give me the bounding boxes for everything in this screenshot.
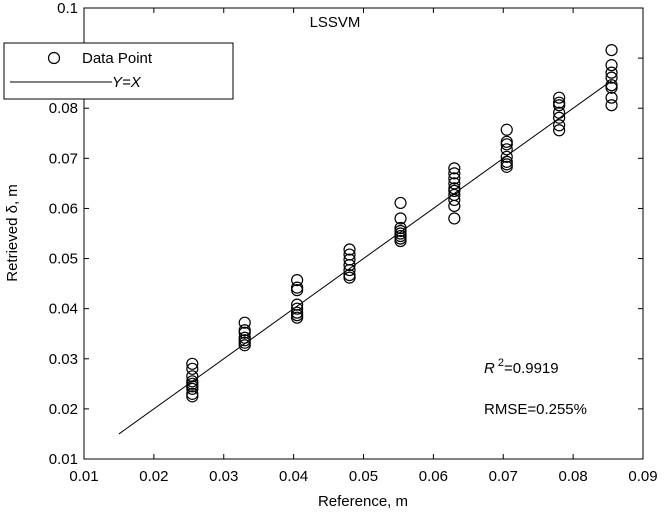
data-points bbox=[186, 43, 618, 403]
r2-symbol: R bbox=[484, 360, 495, 377]
data-point bbox=[343, 263, 356, 277]
data-point bbox=[448, 167, 461, 180]
y-tick-label: 0.04 bbox=[49, 301, 78, 318]
data-point bbox=[238, 326, 251, 339]
data-point bbox=[186, 362, 199, 375]
y-tick-label: 0.03 bbox=[49, 351, 78, 368]
data-point bbox=[553, 106, 566, 119]
data-point bbox=[605, 59, 618, 72]
y-tick-label: 0.08 bbox=[49, 100, 78, 117]
data-point bbox=[448, 172, 461, 185]
x-tick-label: 0.09 bbox=[628, 468, 657, 485]
y-tick-label: 0.05 bbox=[49, 251, 78, 268]
data-point bbox=[553, 99, 566, 112]
data-point bbox=[553, 119, 566, 132]
x-axis-label: Reference, m bbox=[318, 493, 408, 510]
x-tick-label: 0.01 bbox=[69, 468, 98, 485]
data-point bbox=[448, 212, 461, 225]
data-point bbox=[186, 370, 199, 383]
data-point bbox=[291, 311, 304, 324]
legend: Data Point Y=X bbox=[3, 42, 234, 100]
data-point bbox=[500, 160, 513, 173]
data-point bbox=[343, 243, 356, 256]
legend-label-yx: Y=X bbox=[112, 74, 142, 91]
data-point bbox=[605, 66, 618, 79]
data-point bbox=[186, 382, 199, 395]
data-point bbox=[186, 390, 199, 403]
data-point bbox=[343, 258, 356, 272]
data-point bbox=[553, 91, 566, 104]
data-point bbox=[500, 143, 513, 156]
y-tick-label: 0.06 bbox=[49, 200, 78, 217]
data-point bbox=[448, 199, 461, 213]
x-tick-label: 0.08 bbox=[559, 468, 588, 485]
x-tick-label: 0.02 bbox=[139, 468, 168, 485]
data-point bbox=[291, 274, 304, 287]
data-point bbox=[605, 81, 618, 94]
data-point bbox=[605, 99, 618, 112]
chart-title: LSSVM bbox=[310, 14, 361, 31]
data-point bbox=[553, 124, 566, 137]
data-point bbox=[605, 71, 618, 84]
data-point bbox=[500, 150, 513, 163]
x-tick-label: 0.03 bbox=[209, 468, 238, 485]
data-point bbox=[343, 271, 356, 284]
r2-exponent: 2 bbox=[498, 357, 504, 369]
legend-marker-circle bbox=[47, 51, 61, 65]
data-point bbox=[448, 162, 461, 175]
data-point bbox=[394, 196, 407, 210]
data-point bbox=[394, 212, 407, 225]
legend-label-data-point: Data Point bbox=[82, 50, 153, 67]
x-tick-label: 0.04 bbox=[279, 468, 308, 485]
rmse-annotation: RMSE=0.255% bbox=[484, 401, 587, 418]
y-tick-label: 0.1 bbox=[57, 0, 78, 17]
data-point bbox=[605, 91, 618, 104]
r2-value: =0.9919 bbox=[504, 360, 559, 377]
data-point bbox=[448, 193, 461, 207]
data-point bbox=[186, 357, 199, 370]
data-point bbox=[291, 284, 304, 297]
legend-box bbox=[3, 42, 234, 100]
x-tick-label: 0.06 bbox=[419, 468, 448, 485]
x-tick-labels: 0.01 0.02 0.03 0.04 0.05 0.06 0.07 0.08 0.09 bbox=[69, 468, 657, 485]
x-tick-label: 0.05 bbox=[349, 468, 378, 485]
data-point bbox=[500, 123, 513, 136]
data-point bbox=[291, 302, 304, 315]
data-point bbox=[605, 43, 618, 57]
data-point bbox=[238, 316, 251, 329]
data-point bbox=[394, 234, 407, 248]
data-point bbox=[500, 138, 513, 151]
y-tick-label: 0.07 bbox=[49, 150, 78, 167]
data-point bbox=[448, 184, 461, 198]
y-tick-label: 0.02 bbox=[49, 401, 78, 418]
y-tick-label: 0.01 bbox=[49, 451, 78, 468]
y-equals-x-line bbox=[118, 80, 612, 435]
data-point bbox=[238, 339, 251, 352]
y-axis-label: Retrieved δ, m bbox=[4, 184, 21, 282]
data-point bbox=[553, 111, 566, 124]
r-squared-annotation: R 2=0.9919 bbox=[484, 357, 559, 377]
x-tick-label: 0.07 bbox=[489, 468, 518, 485]
